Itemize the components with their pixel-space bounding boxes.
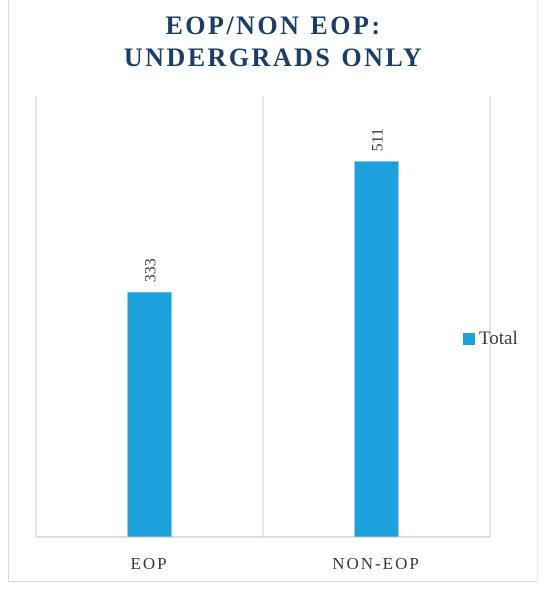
data-label-eop: 333 [143, 258, 160, 282]
category-axis: EOP NON-EOP [36, 536, 490, 573]
category-label-non-eop: NON-EOP [332, 554, 421, 573]
grid-lines [35, 96, 491, 537]
data-label-non-eop: 511 [370, 128, 387, 151]
chart-title: EOP/NON EOP: UNDERGRADS ONLY [0, 10, 548, 74]
chart-title-line-1: EOP/NON EOP: [165, 11, 383, 40]
chart-title-line-2: UNDERGRADS ONLY [123, 43, 425, 72]
legend-swatch [463, 333, 475, 345]
bar-eop [127, 292, 172, 537]
legend: Total [463, 328, 518, 350]
chart-frame [8, 0, 538, 582]
data-labels: 333 511 [143, 128, 387, 282]
bar-non-eop [354, 161, 399, 538]
legend-label-total: Total [479, 328, 518, 349]
bars [127, 161, 399, 538]
category-label-eop: EOP [130, 554, 168, 573]
